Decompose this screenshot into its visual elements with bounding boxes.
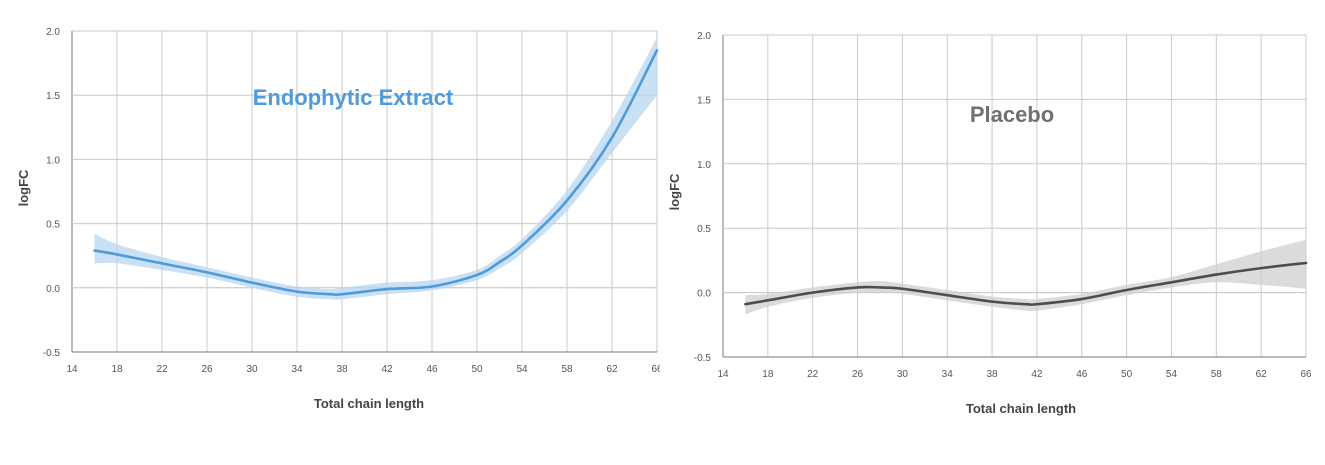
x-tick-label: 42 [381,364,393,375]
y-tick-label: -0.5 [43,348,61,359]
x-tick-label: 14 [717,369,729,380]
x-tick-label: 14 [66,364,78,375]
x-tick-label: 22 [807,369,819,380]
y-tick-label: 0.0 [46,284,60,295]
x-tick-label: 22 [156,364,168,375]
x-tick-label: 30 [246,364,258,375]
x-tick-label: 50 [471,364,483,375]
x-tick-label: 62 [606,364,618,375]
x-tick-label: 26 [852,369,864,380]
y-tick-label: 1.0 [697,160,711,171]
x-tick-label: 46 [426,364,438,375]
x-tick-label: 50 [1121,369,1133,380]
y-axis-title: logFC [16,169,31,206]
chart-title: Placebo [970,102,1054,127]
x-tick-label: 58 [561,364,573,375]
y-tick-label: 1.5 [46,91,60,102]
x-tick-label: 38 [336,364,348,375]
x-axis-title: Total chain length [314,396,424,411]
x-tick-label: 34 [942,369,954,380]
y-tick-labels: -0.5 0.0 0.5 1.0 1.5 2.0 [694,31,712,364]
x-tick-labels: 14 18 22 26 30 34 38 42 46 50 54 58 62 66 [717,369,1312,380]
y-tick-label: 2.0 [697,31,711,42]
x-tick-label: 18 [762,369,774,380]
x-tick-label: 18 [111,364,123,375]
chart-placebo: 14 18 22 26 30 34 38 42 46 50 54 58 62 66 -0.5 0.0 0.5 1… [667,31,1312,416]
confidence-band [94,37,657,300]
x-tick-label: 46 [1076,369,1088,380]
y-tick-label: 0.0 [697,289,711,300]
x-tick-label: 26 [201,364,213,375]
y-tick-label: 2.0 [46,27,60,38]
chart-title: Endophytic Extract [253,85,454,110]
y-tick-label: 0.5 [697,224,711,235]
y-tick-label: 1.0 [46,155,60,166]
x-tick-label: 54 [516,364,528,375]
y-axis-title: logFC [667,173,682,210]
x-tick-label: 62 [1256,369,1268,380]
y-tick-labels: -0.5 0.0 0.5 1.0 1.5 2.0 [43,27,61,359]
x-tick-label: 34 [291,364,303,375]
x-tick-label: 38 [987,369,999,380]
x-tick-label: 42 [1031,369,1043,380]
x-tick-label: 58 [1211,369,1223,380]
y-tick-label: -0.5 [694,353,712,364]
series-line [93,48,659,297]
y-tick-label: 1.5 [697,95,711,106]
y-tick-label: 0.5 [46,220,60,231]
series-line [744,261,1308,306]
x-axis-title: Total chain length [966,401,1076,416]
x-tick-label: 30 [897,369,909,380]
x-tick-labels: 14 18 22 26 30 34 38 42 46 50 54 58 62 66 [66,364,660,375]
x-tick-label: 54 [1166,369,1178,380]
chart-endophytic-extract: 14 18 22 26 30 34 38 42 46 50 54 58 62 66 -0.5 0.0 0.5 1… [16,27,660,411]
grid-group [71,30,658,353]
x-tick-label: 66 [1300,369,1312,380]
x-tick-label: 66 [651,364,660,375]
